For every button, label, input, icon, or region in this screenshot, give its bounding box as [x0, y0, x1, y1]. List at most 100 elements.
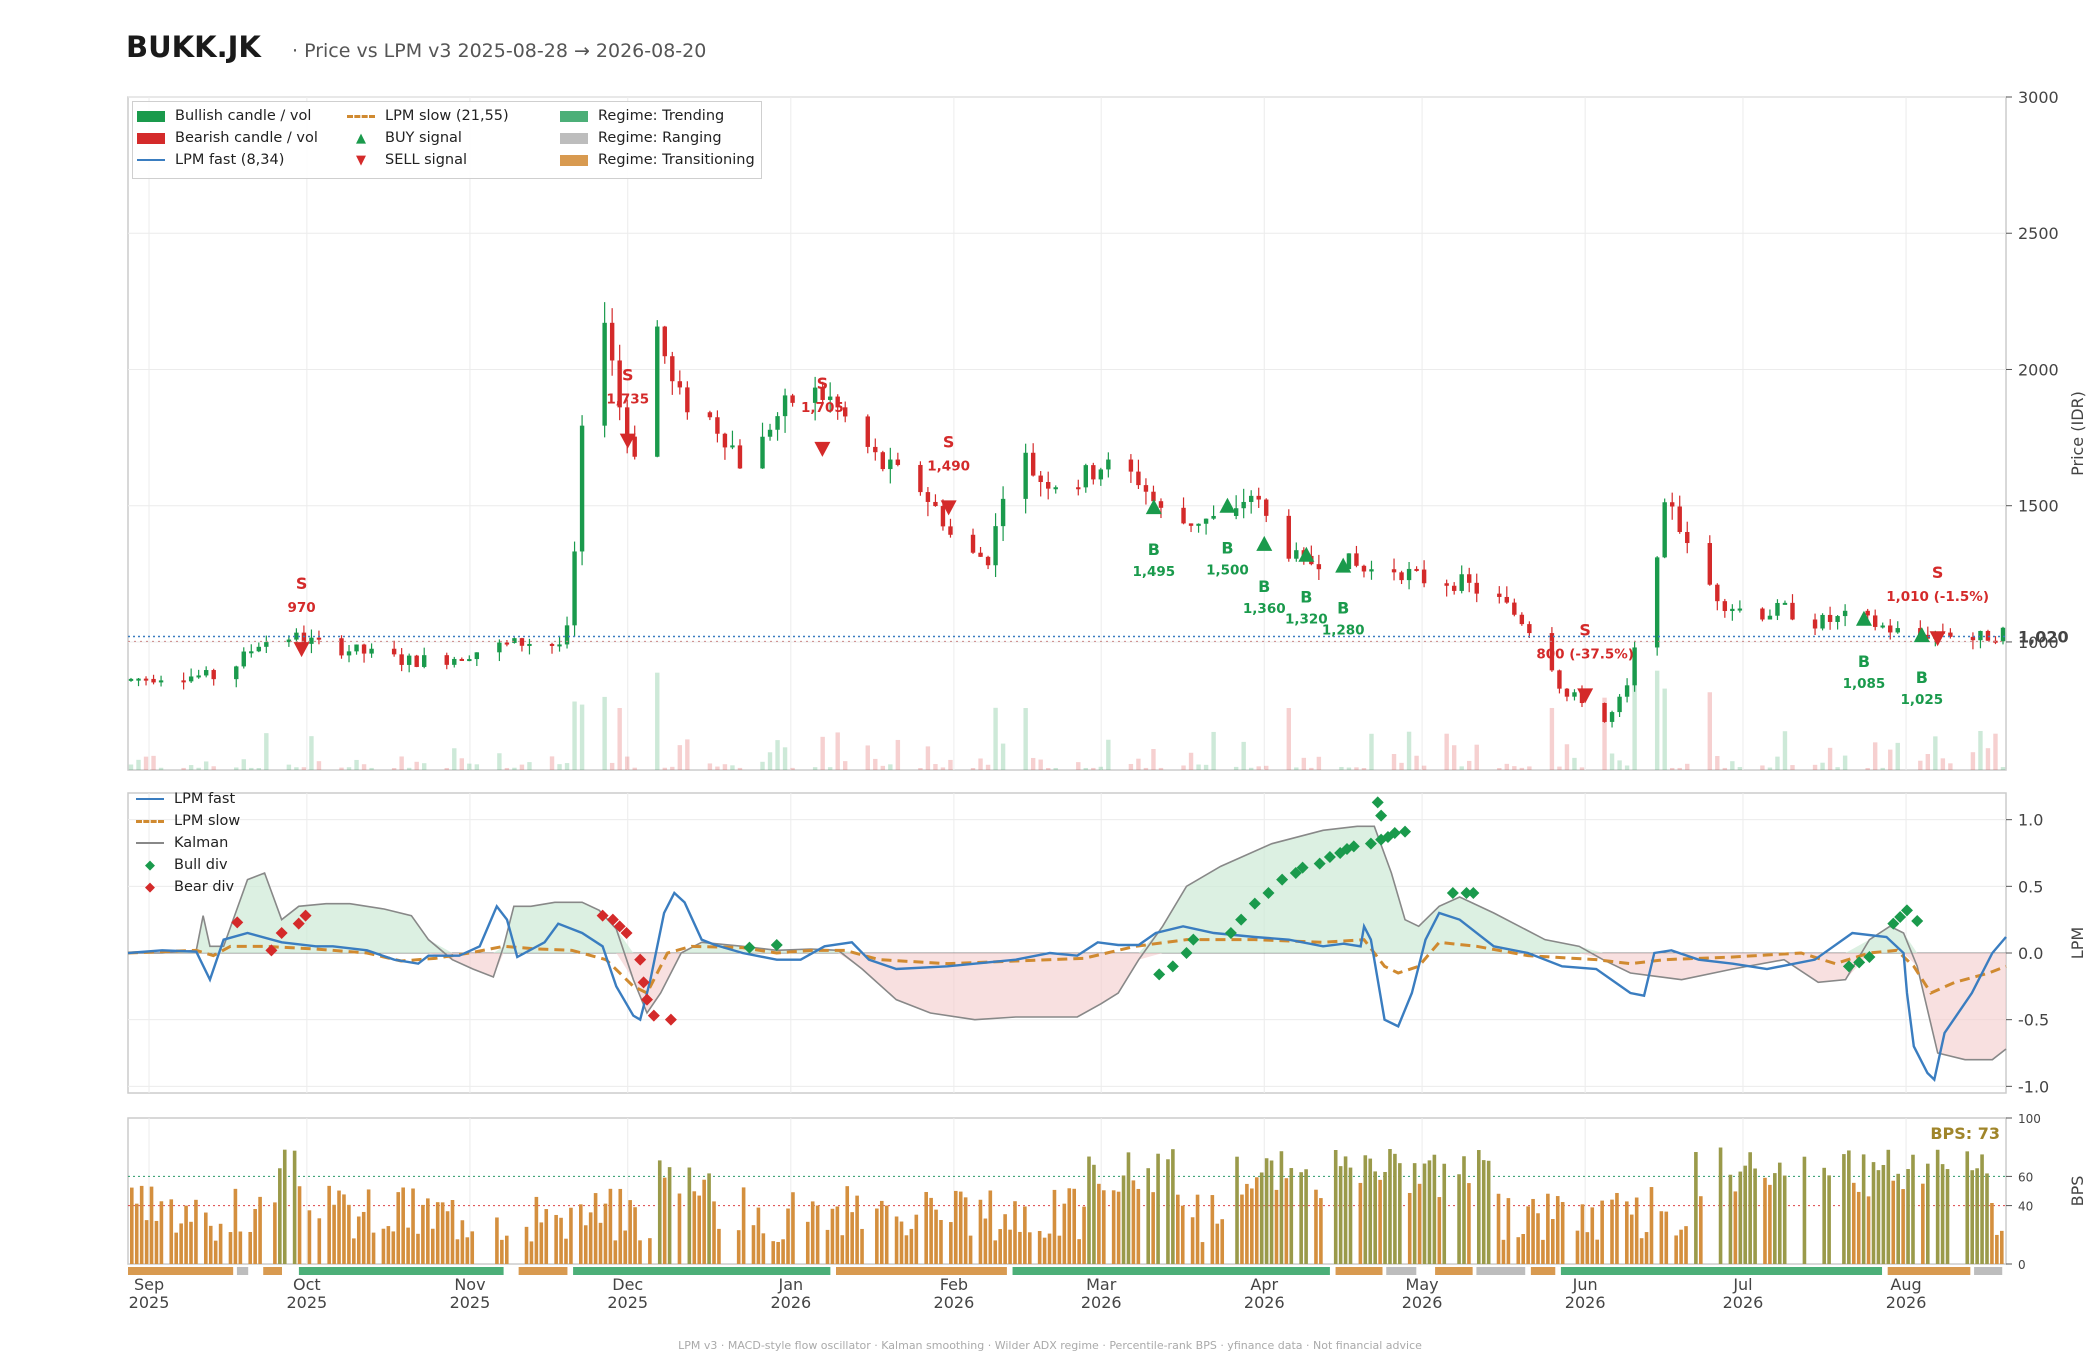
volume-bar — [1654, 670, 1660, 770]
volume-bar — [1346, 767, 1352, 770]
bear-div-marker — [634, 953, 647, 966]
candle-body — [527, 643, 532, 646]
candle-body — [1076, 487, 1081, 490]
candle-body — [459, 658, 464, 661]
volume-bar — [1842, 755, 1848, 770]
candle-body — [1248, 495, 1254, 502]
bps-bar — [539, 1222, 544, 1264]
bps-bar — [914, 1214, 919, 1264]
bps-bar — [1536, 1213, 1540, 1264]
x-tick-label: Jan — [777, 1275, 803, 1294]
candle-body — [1654, 557, 1660, 648]
candle-body — [151, 678, 156, 683]
volume-bar — [1000, 743, 1006, 770]
bear-div-marker — [620, 927, 633, 939]
legend-swatch — [560, 154, 588, 166]
bps-bar — [1595, 1239, 1600, 1264]
volume-bar — [677, 745, 683, 770]
bps-bar — [1072, 1188, 1077, 1264]
bps-bar — [337, 1190, 341, 1264]
bps-bar — [440, 1202, 445, 1264]
volume-bar — [1023, 707, 1028, 770]
volume-bar — [1767, 767, 1773, 770]
sell-signal-marker — [1577, 688, 1594, 704]
bps-bar — [1486, 1160, 1491, 1264]
bps-bar — [1126, 1152, 1131, 1264]
legend-label: LPM slow (21,55) — [385, 108, 509, 124]
bps-bar — [1190, 1217, 1195, 1264]
candle-body — [1670, 502, 1675, 507]
bps-bar — [144, 1220, 149, 1264]
volume-bar — [1339, 766, 1344, 770]
sell-signal-letter: S — [296, 574, 308, 593]
volume-bar — [459, 758, 464, 770]
volume-bar — [203, 761, 209, 770]
bear-div-marker — [596, 909, 609, 922]
bps-bar — [648, 1238, 652, 1264]
volume-bar — [1399, 762, 1404, 770]
bps-bar — [776, 1241, 780, 1264]
bps-bar — [1886, 1149, 1891, 1264]
volume-bar — [1737, 766, 1743, 770]
candle-body — [1030, 452, 1036, 476]
volume-bar — [158, 767, 164, 770]
bps-bar — [317, 1218, 322, 1264]
y-tick-label: 2500 — [2018, 224, 2059, 243]
volume-bar — [1421, 765, 1427, 770]
bps-bar — [1970, 1170, 1974, 1264]
bps-bar — [835, 1206, 840, 1264]
volume-bar — [970, 768, 976, 770]
sell-signal-label: 800 (-37.5%) — [1536, 646, 1634, 662]
candle-body — [1512, 602, 1517, 615]
legend-item: Regime: Ranging — [560, 127, 760, 149]
volume-bar — [1459, 766, 1464, 770]
candle-body — [632, 436, 637, 457]
candle-body — [136, 678, 141, 681]
bps-bar — [1363, 1155, 1368, 1264]
legend-label: LPM slow — [174, 813, 241, 829]
candle-body — [685, 387, 690, 413]
volume-bar — [369, 767, 374, 770]
bear-div-marker — [292, 917, 305, 930]
volume-bar — [512, 767, 517, 770]
volume-bar — [880, 765, 886, 770]
volume-bar — [1038, 759, 1043, 770]
volume-bar — [391, 767, 397, 770]
volume-bar — [1722, 767, 1728, 770]
bps-bar — [248, 1231, 253, 1264]
bps-bar — [445, 1211, 450, 1264]
bps-bar — [1274, 1189, 1279, 1264]
candle-body — [1835, 616, 1840, 622]
sell-signal-letter: S — [622, 366, 634, 385]
bps-bar — [1407, 1192, 1412, 1264]
bps-bar — [500, 1239, 504, 1264]
bps-bar — [924, 1191, 928, 1264]
bps-bar — [741, 1187, 746, 1264]
bps-bar — [1417, 1183, 1422, 1264]
candle-body — [767, 429, 773, 437]
bear-div-marker — [641, 993, 654, 1006]
volume-bar — [1775, 756, 1780, 770]
bps-bar — [470, 1231, 475, 1264]
bull-div-marker — [1289, 867, 1302, 879]
x-tick-label: Jul — [1732, 1275, 1752, 1294]
bps-bar — [1151, 1192, 1155, 1264]
candle-body — [1970, 636, 1976, 641]
volume-bar — [557, 764, 562, 770]
bps-bar — [1343, 1156, 1348, 1264]
candle-body — [1143, 485, 1149, 492]
candle-body — [1038, 475, 1043, 483]
bps-bar — [1422, 1163, 1427, 1264]
legend-item: Regime: Trending — [560, 105, 760, 127]
buy-signal-letter: B — [1221, 539, 1233, 558]
candle-body — [1519, 614, 1525, 625]
candle-body — [128, 678, 134, 681]
bps-bar — [228, 1232, 233, 1264]
x-tick-label: 2026 — [1723, 1293, 1764, 1312]
bear-div-marker — [265, 944, 278, 957]
volume-bar — [527, 762, 532, 770]
bps-bar — [569, 1207, 573, 1264]
candle-body — [1775, 602, 1780, 616]
bps-bar — [953, 1190, 958, 1264]
